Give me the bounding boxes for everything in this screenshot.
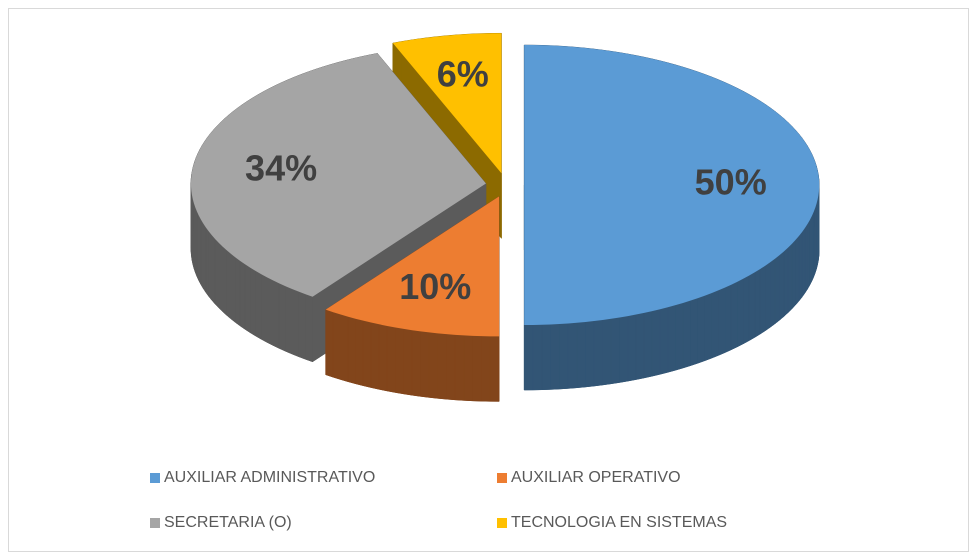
slice	[190, 53, 486, 297]
slice	[325, 196, 500, 337]
legend-label: TECNOLOGIA EN SISTEMAS	[511, 514, 727, 531]
data-labels: 50% 10% 34% 6%	[245, 53, 767, 307]
data-label: 6%	[437, 53, 489, 94]
legend-swatch	[150, 473, 160, 483]
legend-label: SECRETARIA (O)	[164, 514, 292, 531]
legend: AUXILIAR ADMINISTRATIVO AUXILIAR OPERATIV…	[150, 469, 727, 531]
slice	[524, 45, 820, 325]
legend-label: AUXILIAR ADMINISTRATIVO	[164, 469, 375, 486]
slice	[392, 33, 502, 174]
data-label: 50%	[695, 162, 767, 203]
legend-label: AUXILIAR OPERATIVO	[511, 469, 681, 486]
legend-swatch	[150, 518, 160, 528]
data-label: 34%	[245, 148, 317, 189]
pie-tops	[190, 33, 820, 337]
legend-swatch	[497, 518, 507, 528]
data-label: 10%	[399, 266, 471, 307]
legend-swatch	[497, 473, 507, 483]
